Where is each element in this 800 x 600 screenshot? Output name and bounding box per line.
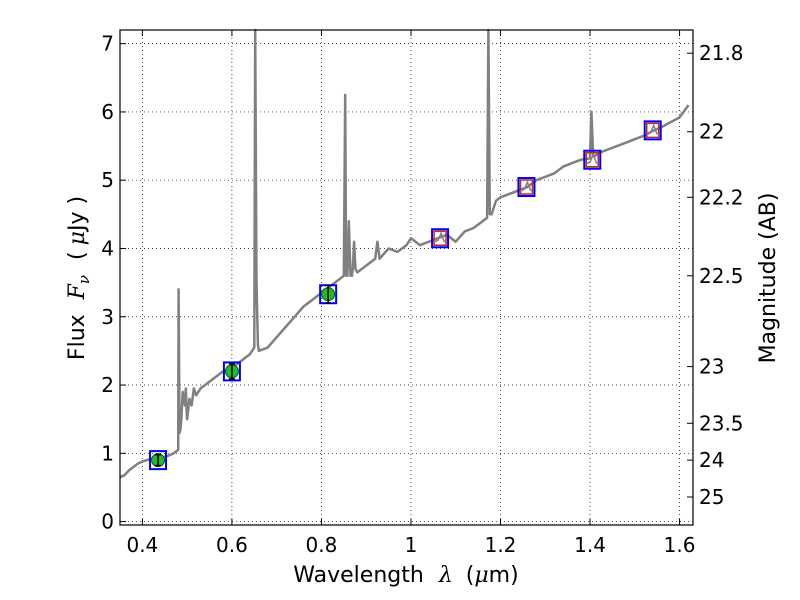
y2-tick-label: 22 [699, 120, 724, 144]
y-axis-label: Flux Fν ( μJy ) [65, 196, 95, 360]
x-axis-label-symbol: λ [438, 563, 453, 588]
x-tick-label: 0.6 [216, 533, 248, 557]
y-tick-label: 6 [101, 100, 114, 124]
x-tick-label: 1.6 [664, 533, 696, 557]
y2-tick-label: 21.8 [699, 41, 744, 65]
y2-tick-label: 25 [699, 485, 724, 509]
y2-tick-label: 24 [699, 448, 724, 472]
band-spectrum-segment [433, 231, 447, 243]
x-axis-label-unit-mu: μ [474, 563, 488, 588]
synthetic-flux-box [645, 122, 660, 139]
model-flux-box [643, 120, 662, 141]
synthetic-flux-box [433, 230, 447, 246]
x-axis-label: Wavelength λ (μm) [293, 563, 518, 588]
x-axis: 0.4 0.6 0.8 1 1.2 1.4 1.6 [126, 30, 695, 557]
model-flux-box [222, 361, 241, 382]
y2-tick-label: 22.5 [699, 264, 744, 288]
model-flux-box [517, 177, 536, 198]
y-axis: 0 1 2 3 4 5 6 7 [101, 32, 126, 534]
model-flux-box [583, 149, 602, 170]
synthetic-flux-box [519, 179, 534, 195]
y2-axis-label: Magnitude (AB) [756, 193, 781, 364]
y-axis-label-symbol: F [65, 283, 90, 300]
x-axis-label-text: Wavelength [293, 563, 424, 588]
model-flux-box [431, 228, 450, 249]
x-tick-label: 1.2 [485, 533, 517, 557]
x-tick-label: 1 [405, 533, 418, 557]
y-axis-label-subscript: ν [75, 275, 93, 284]
grid [120, 30, 693, 525]
y-axis-label-unit-close: Jy ) [65, 196, 90, 233]
y2-tick-label: 23 [699, 355, 724, 379]
y2-tick-label: 22.2 [699, 185, 744, 209]
photometry-point-Y [431, 228, 450, 249]
plot-frame [119, 29, 694, 526]
spectrum-layer [119, 28, 690, 479]
photometry-point-J [517, 177, 536, 198]
synthetic-flux-box [585, 151, 600, 168]
y-tick-label: 1 [101, 441, 114, 465]
x-axis-label-unit-open: ( [466, 563, 475, 588]
y-tick-label: 2 [101, 373, 114, 397]
y-axis-label-text: Flux [65, 314, 90, 360]
photometry-point-B [149, 450, 168, 471]
y-tick-label: 4 [101, 236, 114, 260]
photometry-point-R [222, 361, 241, 382]
y2-tick-label: 23.5 [699, 411, 744, 435]
spectrum-line [119, 28, 690, 479]
y-tick-label: 0 [101, 510, 114, 534]
x-tick-label: 0.8 [306, 533, 338, 557]
photometry-point-I [319, 284, 338, 305]
y-tick-label: 5 [101, 168, 114, 192]
x-tick-label: 1.4 [574, 533, 606, 557]
plot-area [120, 30, 693, 525]
band-spectrum-segment [520, 180, 533, 192]
y-tick-label: 3 [101, 305, 114, 329]
y-tick-label: 7 [101, 32, 114, 56]
photometry-point-JH [583, 149, 602, 170]
photometry-layer [149, 120, 662, 471]
band-spectrum-segment [585, 152, 599, 165]
y-axis-label-unit-open: ( [65, 251, 90, 260]
model-flux-box [149, 450, 168, 471]
x-tick-label: 0.4 [126, 533, 158, 557]
x-axis-label-unit-close: m) [489, 563, 519, 588]
y2-axis: 21.8 22 22.2 22.5 23 23.5 24 25 [687, 41, 744, 509]
y-axis-label-unit-mu: μ [65, 231, 90, 245]
band-spectrum-segment [646, 123, 660, 136]
photometry-point-H [643, 120, 662, 141]
